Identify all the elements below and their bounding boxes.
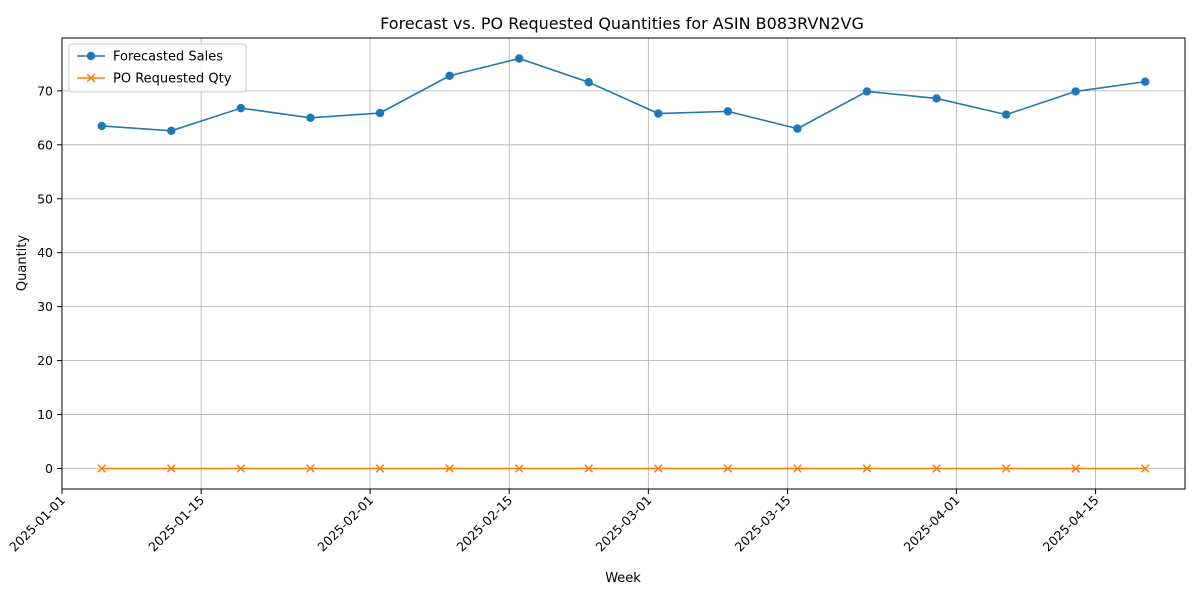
legend-label: Forecasted Sales (113, 50, 223, 65)
y-tick-label: 0 (45, 461, 53, 476)
x-tick-label: 2025-02-01 (314, 493, 376, 555)
y-tick-label: 70 (37, 83, 53, 98)
chart-title: Forecast vs. PO Requested Quantities for… (380, 14, 864, 33)
data-point (862, 464, 872, 473)
y-tick-label: 50 (37, 191, 53, 206)
y-tick-label: 30 (37, 299, 53, 314)
data-point (445, 71, 454, 80)
data-point (793, 124, 802, 133)
series-po-requested-qty (97, 464, 1150, 473)
legend: Forecasted Sales PO Requested Qty (68, 43, 247, 93)
legend-swatch-marker (86, 73, 96, 83)
data-point (1141, 77, 1150, 86)
x-tick-label: 2025-01-01 (6, 493, 68, 555)
y-tick-label: 20 (37, 353, 53, 368)
series-layer (97, 54, 1150, 473)
data-point (166, 464, 176, 473)
data-point (932, 464, 941, 473)
y-tick-label: 10 (37, 407, 53, 422)
x-tick-label: 2025-03-01 (592, 493, 654, 555)
y-tick-label: 60 (37, 137, 53, 152)
data-point (375, 108, 385, 118)
legend-swatch-marker (86, 51, 96, 61)
x-tick-label: 2025-04-01 (901, 493, 963, 555)
data-point (793, 464, 802, 473)
data-point (97, 464, 107, 473)
legend-box (68, 43, 247, 93)
series-forecasted-sales (97, 54, 1150, 135)
data-point (723, 464, 733, 473)
grid-lines (61, 38, 1185, 489)
plot-frame (61, 37, 1186, 490)
x-axis-ticks: 2025-01-01 2025-01-15 2025-02-01 2025-02-15… (6, 489, 1102, 554)
data-point (514, 464, 524, 473)
data-point (97, 121, 106, 131)
data-point (236, 103, 246, 113)
x-tick-label: 2025-01-15 (145, 493, 207, 555)
data-point (584, 78, 593, 87)
data-point (654, 109, 663, 118)
x-tick-label: 2025-04-15 (1040, 493, 1102, 555)
data-point (1001, 110, 1011, 119)
x-tick-label: 2025-02-15 (453, 493, 515, 555)
data-point (306, 464, 315, 473)
data-point (445, 464, 454, 473)
x-tick-label: 2025-03-15 (732, 493, 794, 555)
data-point (306, 113, 315, 123)
data-point (653, 464, 663, 473)
data-point (1001, 464, 1011, 473)
data-point (236, 464, 246, 473)
data-point (723, 107, 733, 116)
data-point (1140, 464, 1150, 473)
series-line (101, 57, 1146, 132)
data-point (167, 126, 176, 135)
data-point (932, 94, 941, 103)
y-tick-label: 40 (37, 245, 53, 260)
data-point (584, 464, 594, 473)
data-point (862, 87, 872, 96)
data-point (1071, 464, 1081, 473)
y-axis-label: Quantity (15, 235, 30, 291)
data-point (514, 54, 524, 63)
y-axis-ticks: 0 10 20 30 40 50 60 70 (37, 83, 62, 476)
legend-label: PO Requested Qty (113, 72, 232, 87)
x-axis-label: Week (605, 571, 641, 586)
data-point (1071, 87, 1080, 96)
data-point (375, 464, 385, 473)
